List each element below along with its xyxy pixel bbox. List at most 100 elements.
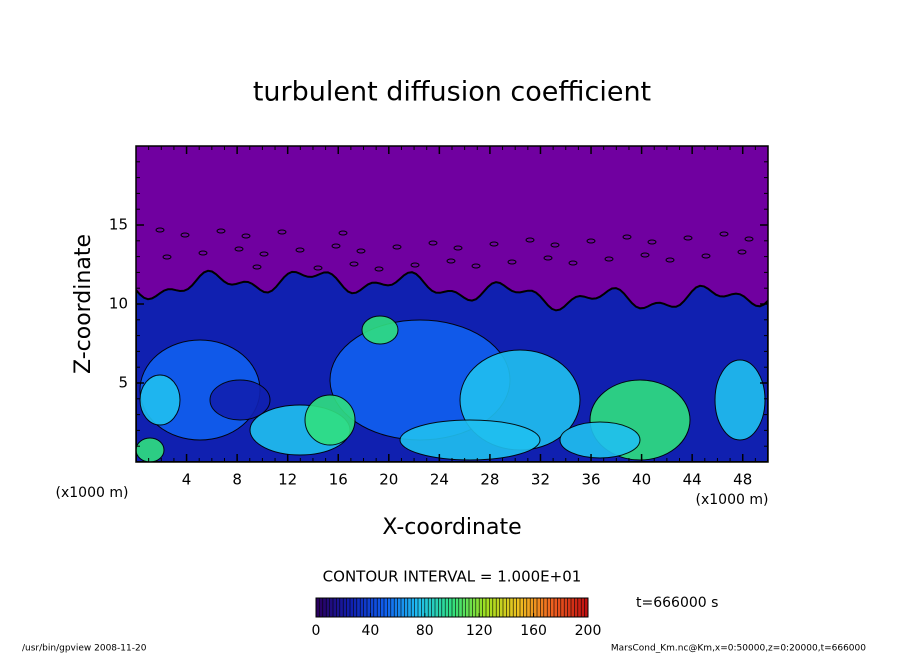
chart-title: turbulent diffusion coefficient xyxy=(253,77,651,108)
colorbar-stripe xyxy=(333,598,337,617)
field-speck xyxy=(392,244,402,250)
x-tick-label: 12 xyxy=(278,471,297,489)
colorbar-stripe xyxy=(547,598,551,617)
field-blob xyxy=(399,419,541,461)
colorbar-stripe xyxy=(322,598,327,617)
field-blob xyxy=(559,421,641,459)
contour-interval: CONTOUR INTERVAL = 1.000E+01 xyxy=(323,568,582,586)
colorbar-stripe xyxy=(503,598,507,617)
colorbar-stripe xyxy=(370,598,374,617)
colorbar-stripe xyxy=(363,598,367,617)
colorbar-stripe xyxy=(509,598,514,617)
colorbar-stripe xyxy=(346,598,350,617)
x-tick-label: 16 xyxy=(329,471,348,489)
colorbar-stripe xyxy=(540,598,544,617)
x-tick-label: 20 xyxy=(379,471,398,489)
field-speck xyxy=(453,245,463,251)
x-tick-label: 44 xyxy=(683,471,702,489)
colorbar-stripe xyxy=(577,598,582,617)
colorbar-stripe xyxy=(526,598,531,617)
colorbar-stripe xyxy=(513,598,517,617)
colorbar-stripe xyxy=(329,598,333,617)
colorbar-stripe xyxy=(367,598,371,617)
field-speck xyxy=(428,240,438,246)
colorbar-stripe xyxy=(486,598,490,617)
colorbar-frame xyxy=(315,597,589,618)
colorbar-stripe xyxy=(452,598,456,617)
colorbar-tick-label: 160 xyxy=(520,623,547,639)
colorbar-stripe xyxy=(319,598,323,617)
colorbar-stripe xyxy=(530,598,534,617)
colorbar-stripe xyxy=(492,598,497,617)
colorbar-stripe xyxy=(537,598,541,617)
colorbar-stripe xyxy=(506,598,510,617)
colorbar-stripe xyxy=(475,598,480,617)
y-unit: (x1000 m) xyxy=(56,485,129,501)
field-blob xyxy=(209,379,271,421)
x-axis-label: X-coordinate xyxy=(382,515,521,540)
colorbar-stripe xyxy=(554,598,558,617)
field-speck xyxy=(471,263,481,269)
colorbar-stripe xyxy=(462,598,466,617)
colorbar-tick-label: 200 xyxy=(575,623,602,639)
field-speck xyxy=(180,232,190,238)
field-speck xyxy=(216,228,226,234)
colorbar-stripe xyxy=(411,598,415,617)
colorbar-stripe xyxy=(441,598,446,617)
field-speck xyxy=(640,252,650,258)
colorbar-stripe xyxy=(479,598,483,617)
colorbar-stripe xyxy=(574,598,578,617)
colorbar-stripe xyxy=(387,598,391,617)
field-blob xyxy=(136,437,165,462)
field-speck xyxy=(586,238,596,244)
field-speck xyxy=(198,250,208,256)
field-speck xyxy=(349,261,359,267)
colorbar-stripe xyxy=(421,598,425,617)
colorbar-stripe xyxy=(567,598,571,617)
field-blob xyxy=(139,374,181,426)
field-speck xyxy=(550,242,560,248)
x-tick-label: 4 xyxy=(182,471,192,489)
colorbar-stripe xyxy=(397,598,401,617)
colorbar-stripe xyxy=(516,598,520,617)
colorbar-stripe xyxy=(533,598,537,617)
colorbar-stripe xyxy=(482,598,486,617)
y-axis-label: Z-coordinate xyxy=(71,234,96,374)
field-speck xyxy=(162,254,172,260)
field-speck xyxy=(701,253,711,259)
x-tick-label: 32 xyxy=(531,471,550,489)
field-speck xyxy=(719,231,729,237)
field-speck xyxy=(622,234,632,240)
colorbar-stripe xyxy=(390,598,395,617)
colorbar-stripe xyxy=(326,598,330,617)
field-speck xyxy=(647,239,657,245)
colorbar-tick-label: 0 xyxy=(312,623,321,639)
field-speck xyxy=(374,266,384,272)
colorbar-stripe xyxy=(520,598,524,617)
y-tick-label: 15 xyxy=(109,216,128,234)
field-speck xyxy=(665,257,675,263)
field-blob xyxy=(714,359,766,441)
colorbar-stripe xyxy=(414,598,418,617)
colorbar-stripe xyxy=(469,598,473,617)
time-label: t=666000 s xyxy=(636,595,718,611)
colorbar-stripe xyxy=(373,598,378,617)
field-speck xyxy=(295,247,305,253)
y-tick-label: 10 xyxy=(109,295,128,313)
colorbar-stripe xyxy=(339,598,344,617)
colorbar-stripe xyxy=(523,598,527,617)
field-speck xyxy=(259,251,269,257)
field-blob xyxy=(304,394,356,446)
field-speck xyxy=(446,258,456,264)
field-speck xyxy=(356,248,366,254)
field-speck xyxy=(277,229,287,235)
x-tick-label: 36 xyxy=(581,471,600,489)
colorbar-stripe xyxy=(465,598,469,617)
colorbar-stripe xyxy=(377,598,381,617)
colorbar-stripe xyxy=(350,598,354,617)
field-speck xyxy=(331,243,341,249)
colorbar-stripe xyxy=(581,598,585,617)
x-tick-label: 28 xyxy=(480,471,499,489)
colorbar-stripe xyxy=(418,598,422,617)
